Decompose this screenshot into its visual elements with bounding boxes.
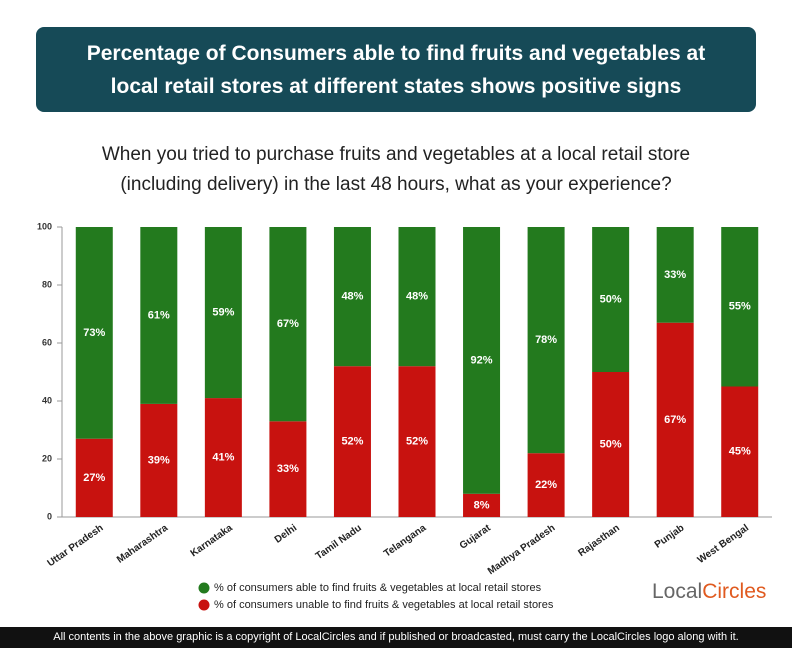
bar-segment xyxy=(721,386,759,517)
logo-part: Circles xyxy=(702,580,767,603)
value-label: 48% xyxy=(406,291,428,303)
value-label: 41% xyxy=(212,451,234,463)
bar-segment xyxy=(269,421,307,517)
title-box: Percentage of Consumers able to find fru… xyxy=(36,27,756,112)
value-label: 61% xyxy=(148,309,170,321)
x-tick-label: Karnataka xyxy=(189,522,235,559)
bar-segment xyxy=(140,403,178,517)
value-label: 39% xyxy=(148,454,170,466)
value-label: 92% xyxy=(471,354,493,366)
legend-label: % of consumers able to find fruits & veg… xyxy=(214,582,542,594)
bar-segment xyxy=(656,322,694,517)
value-label: 50% xyxy=(600,293,622,305)
x-tick-label: Tamil Nadu xyxy=(314,523,364,562)
y-tick-label: 40 xyxy=(42,395,52,405)
bar-segment xyxy=(204,227,242,399)
value-label: 45% xyxy=(729,446,751,458)
value-label: 48% xyxy=(341,291,363,303)
x-tick-label: West Bengal xyxy=(696,522,752,565)
bar-segment xyxy=(75,227,113,439)
bar-segment xyxy=(269,227,307,422)
logo-part: Local xyxy=(652,580,703,603)
x-tick-label: Maharashtra xyxy=(115,522,170,565)
bar-segment xyxy=(527,453,565,517)
value-label: 52% xyxy=(406,436,428,448)
value-label: 67% xyxy=(664,414,686,426)
y-tick-label: 80 xyxy=(42,279,52,289)
bar-segment xyxy=(333,366,371,517)
subtitle: When you tried to purchase fruits and ve… xyxy=(0,140,792,200)
value-label: 55% xyxy=(729,301,751,313)
subtitle-line: (including delivery) in the last 48 hour… xyxy=(120,174,672,195)
bar-segment xyxy=(592,227,630,372)
chart: 0 20 40 60 80 100 Uttar Pradesh 27% 73% Maharasht… xyxy=(37,221,772,611)
legend-swatch xyxy=(198,599,210,611)
bar-segment xyxy=(398,227,436,367)
bar-segment xyxy=(656,227,694,323)
footer: All contents in the above graphic is a c… xyxy=(0,627,792,648)
title-line: Percentage of Consumers able to find fru… xyxy=(86,41,706,65)
bar-segment xyxy=(721,227,759,387)
subtitle-line: When you tried to purchase fruits and ve… xyxy=(101,144,691,165)
title-line: local retail stores at different states … xyxy=(110,74,682,98)
value-label: 27% xyxy=(83,472,105,484)
bar-segment xyxy=(592,372,630,517)
value-label: 78% xyxy=(535,334,557,346)
legend-swatch xyxy=(198,582,210,594)
x-tick-label: Madhya Pradesh xyxy=(486,523,557,578)
y-tick-label: 60 xyxy=(42,337,52,347)
value-label: 50% xyxy=(600,438,622,450)
x-tick-label: Uttar Pradesh xyxy=(45,523,105,570)
bar-segment xyxy=(140,227,178,404)
bar-segment xyxy=(75,438,113,517)
y-tick-label: 0 xyxy=(47,511,52,521)
bar-segment xyxy=(463,493,501,517)
value-label: 33% xyxy=(664,269,686,281)
x-tick-label: Punjab xyxy=(653,523,687,551)
value-label: 8% xyxy=(474,499,490,511)
bar-segment xyxy=(527,227,565,454)
x-tick-label: Delhi xyxy=(273,522,300,545)
value-label: 59% xyxy=(212,306,234,318)
bar-segment xyxy=(333,227,371,367)
y-tick-label: 20 xyxy=(42,453,52,463)
legend-label: % of consumers unable to find fruits & v… xyxy=(214,599,554,611)
value-label: 22% xyxy=(535,479,557,491)
x-tick-label: Gujarat xyxy=(458,522,494,551)
value-label: 73% xyxy=(83,327,105,339)
value-label: 67% xyxy=(277,318,299,330)
value-label: 52% xyxy=(341,436,363,448)
x-tick-label: Rajasthan xyxy=(576,523,621,559)
bar-segment xyxy=(204,398,242,517)
bar-segment xyxy=(463,227,501,494)
logo: LocalCircles xyxy=(652,580,766,604)
y-tick-label: 100 xyxy=(37,221,52,231)
bar-segment xyxy=(398,366,436,517)
x-tick-label: Telangana xyxy=(382,522,429,559)
value-label: 33% xyxy=(277,463,299,475)
